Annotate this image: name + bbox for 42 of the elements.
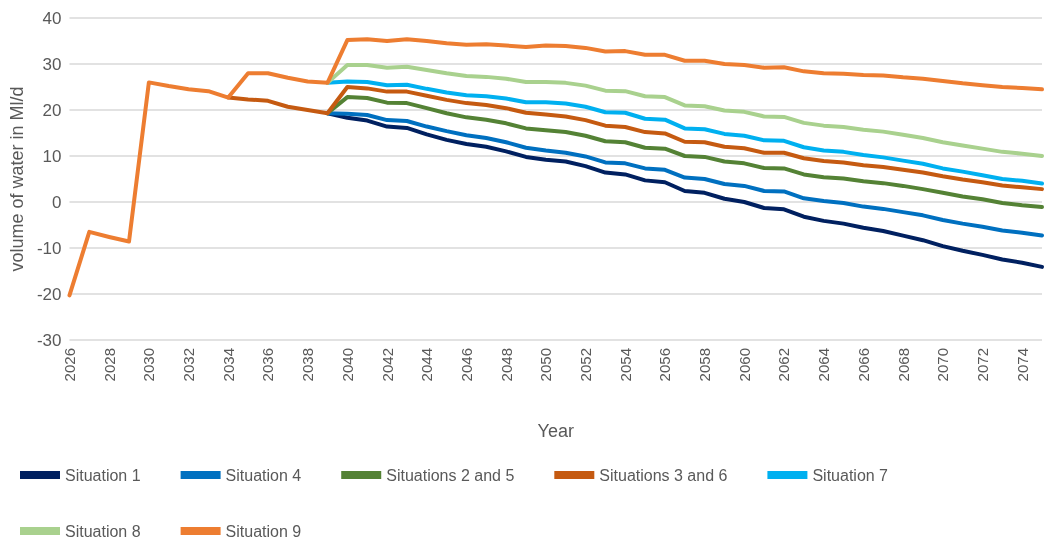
- x-tick-label: 2040: [338, 348, 356, 382]
- y-tick-label: 20: [42, 100, 62, 120]
- legend-label: Situations 2 and 5: [386, 466, 515, 484]
- y-tick-label: 30: [42, 54, 62, 74]
- x-tick-label: 2066: [854, 348, 872, 382]
- x-tick-label: 2046: [457, 348, 475, 382]
- x-tick-label: 2070: [934, 348, 952, 382]
- x-tick-label: 2026: [60, 348, 78, 382]
- y-tick-label: 0: [52, 192, 62, 212]
- x-tick-label: 2032: [180, 348, 198, 382]
- legend-label: Situation 9: [225, 522, 302, 540]
- x-tick-label: 2052: [577, 348, 595, 382]
- x-tick-label: 2030: [140, 348, 158, 382]
- legend-label: Situations 3 and 6: [599, 466, 728, 484]
- legend-label: Situation 7: [812, 466, 889, 484]
- x-tick-label: 2054: [616, 348, 634, 382]
- x-tick-label: 2050: [537, 348, 555, 382]
- y-tick-label: 40: [42, 8, 62, 28]
- y-tick-label: -20: [36, 284, 62, 304]
- x-tick-label: 2072: [973, 348, 991, 382]
- y-tick-label: -30: [36, 330, 62, 350]
- x-tick-label: 2048: [497, 348, 515, 382]
- x-axis-title: Year: [537, 421, 574, 441]
- legend-label: Situation 1: [65, 466, 141, 484]
- x-tick-label: 2062: [775, 348, 793, 382]
- x-tick-label: 2038: [299, 348, 317, 382]
- x-tick-label: 2074: [1013, 348, 1031, 382]
- x-tick-label: 2042: [378, 348, 396, 382]
- x-tick-label: 2060: [735, 348, 753, 382]
- y-axis-title: volume of water in Ml/d: [7, 86, 27, 272]
- x-tick-label: 2028: [100, 348, 118, 382]
- x-tick-label: 2064: [815, 348, 833, 382]
- y-tick-label: -10: [36, 238, 62, 258]
- x-tick-label: 2036: [259, 348, 277, 382]
- x-tick-label: 2044: [418, 348, 436, 382]
- y-tick-label: 10: [42, 146, 62, 166]
- x-tick-label: 2068: [894, 348, 912, 382]
- legend-label: Situation 8: [65, 522, 141, 540]
- x-tick-label: 2034: [219, 348, 237, 382]
- x-tick-label: 2058: [696, 348, 714, 382]
- legend-label: Situation 4: [225, 466, 302, 484]
- x-tick-label: 2056: [656, 348, 674, 382]
